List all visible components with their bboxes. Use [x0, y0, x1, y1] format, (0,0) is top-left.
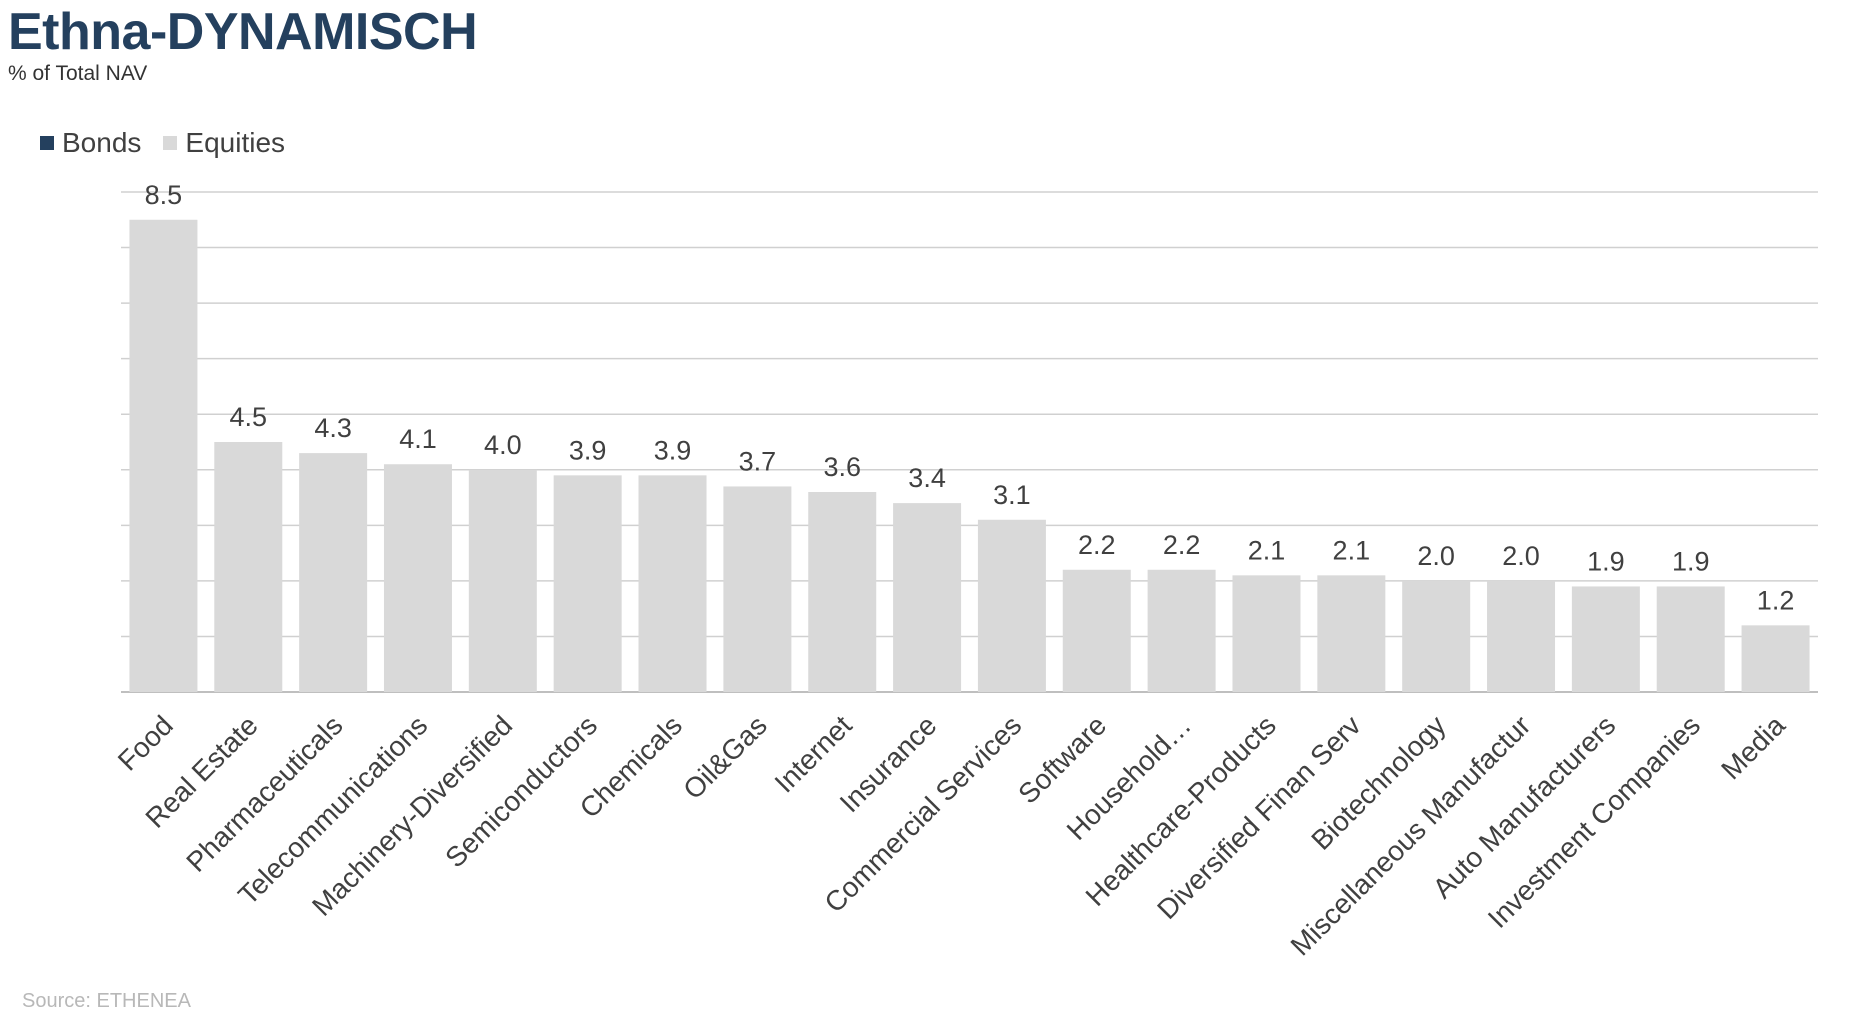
- data-label: 1.9: [1672, 546, 1710, 576]
- bars: [129, 219, 1810, 692]
- x-tick-label: Oil&Gas: [677, 710, 773, 806]
- data-label: 2.1: [1333, 535, 1371, 565]
- bar-equities: [977, 519, 1046, 692]
- data-label: 8.5: [145, 180, 183, 210]
- bar-equities: [383, 464, 452, 692]
- bar-equities: [1402, 580, 1471, 692]
- bar-equities: [893, 503, 962, 692]
- legend-swatch-equities: [163, 136, 178, 150]
- x-tick-label: Media: [1715, 709, 1791, 785]
- data-label: 3.7: [739, 446, 777, 476]
- data-label: 3.9: [569, 435, 607, 465]
- data-label: 2.0: [1417, 541, 1455, 571]
- bar-equities: [468, 469, 537, 692]
- x-tick-label: Semiconductors: [439, 710, 603, 874]
- bar-equities: [1062, 569, 1131, 692]
- bar-equities: [214, 442, 283, 692]
- data-label: 3.4: [908, 463, 946, 493]
- bar-equities: [1487, 580, 1556, 692]
- bar-equities: [1741, 625, 1810, 692]
- chart-title: Ethna-DYNAMISCH: [8, 3, 478, 61]
- x-tick-label: Pharmaceuticals: [180, 710, 348, 878]
- data-label: 1.9: [1587, 546, 1625, 576]
- legend-item-equities: Equities: [163, 127, 285, 159]
- bar-equities: [1317, 575, 1386, 692]
- x-tick-label: Food: [112, 710, 179, 777]
- bar-equities: [299, 453, 368, 692]
- data-label: 2.2: [1163, 530, 1201, 560]
- data-label: 2.0: [1502, 541, 1540, 571]
- bar-equities: [723, 486, 792, 692]
- bar-equities: [1232, 575, 1301, 692]
- gridlines: [121, 191, 1818, 693]
- data-label: 3.1: [993, 480, 1031, 510]
- bar-equities: [129, 219, 198, 692]
- legend-item-bonds: Bonds: [40, 127, 141, 159]
- bar-equities: [1656, 586, 1725, 692]
- bar-equities: [553, 475, 622, 692]
- bar-equities: [808, 492, 877, 692]
- data-label: 4.5: [230, 402, 268, 432]
- chart-legend: Bonds Equities: [40, 127, 307, 159]
- legend-label-equities: Equities: [185, 127, 286, 158]
- bar-equities: [1147, 569, 1216, 692]
- bar-equities: [1571, 586, 1640, 692]
- bar-equities: [638, 475, 707, 692]
- chart-subtitle: % of Total NAV: [8, 62, 148, 85]
- data-label: 1.2: [1757, 585, 1795, 615]
- legend-label-bonds: Bonds: [62, 127, 142, 158]
- data-label: 4.1: [399, 424, 437, 454]
- legend-swatch-bonds: [40, 136, 54, 150]
- source-note: Source: ETHENEA: [22, 990, 191, 1012]
- data-label: 4.0: [484, 430, 522, 460]
- data-label: 3.9: [654, 435, 692, 465]
- data-label: 2.2: [1078, 530, 1116, 560]
- data-label: 3.6: [823, 452, 861, 482]
- data-label: 4.3: [314, 413, 352, 443]
- data-label: 2.1: [1248, 535, 1286, 565]
